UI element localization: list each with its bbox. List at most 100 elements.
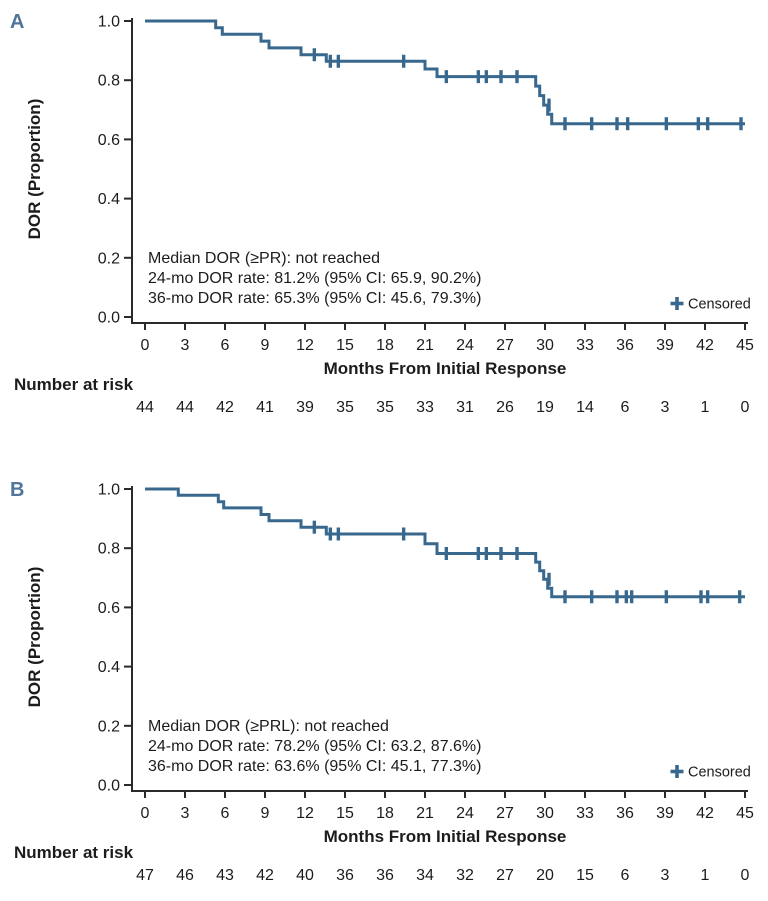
panel-b-annotation-line: Median DOR (≥PRL): not reached (148, 718, 389, 735)
panel-b-annotation-line: 36-mo DOR rate: 63.6% (95% CI: 45.1, 77.… (148, 758, 481, 775)
panel-a-censor-marks (312, 48, 743, 131)
panel-a-x-tick-label: 15 (336, 337, 354, 354)
panel-a-x-axis-title: Months From Initial Response (324, 359, 567, 378)
panel-b-risk-count: 36 (336, 867, 354, 884)
panel-a-y-tick-label: 1.0 (98, 14, 120, 31)
panel-a-risk-count: 1 (701, 399, 710, 416)
panel-b-risk-count: 0 (741, 867, 750, 884)
panel-a-risk-count: 3 (661, 399, 670, 416)
panel-b-risk-count: 47 (136, 867, 154, 884)
panel-a-x-tick-label: 36 (616, 337, 634, 354)
panel-a-x-tick-label: 24 (456, 337, 474, 354)
panel-a-risk-count: 0 (741, 399, 750, 416)
panel-a-annotation-line: Median DOR (≥PR): not reached (148, 250, 380, 267)
panel-b-x-tick-label: 39 (656, 805, 674, 822)
panel-b-x-tick-label: 18 (376, 805, 394, 822)
panel-a-risk-count: 26 (496, 399, 514, 416)
panel-a-risk-count: 44 (136, 399, 154, 416)
panel-a-risk-count: 6 (621, 399, 630, 416)
panel-a-axis-frame (131, 18, 748, 324)
panel-a-risk-count: 35 (336, 399, 354, 416)
panel-b-y-tick-label: 0.8 (98, 541, 120, 558)
panel-a-x-tick-label: 18 (376, 337, 394, 354)
panel-b-axis-frame (131, 486, 748, 792)
panel-b-y-tick-label: 0.6 (98, 600, 120, 617)
panel-a-x-tick-label: 33 (576, 337, 594, 354)
panel-b-y-tick-label: 1.0 (98, 482, 120, 499)
panel-b-x-tick-label: 36 (616, 805, 634, 822)
panel-a-x-tick-label: 6 (221, 337, 230, 354)
panel-b-x-tick-label: 15 (336, 805, 354, 822)
panel-b-x-axis-title: Months From Initial Response (324, 827, 567, 846)
panel-a-legend-label: Censored (688, 297, 751, 313)
panel-a-risk-count: 41 (256, 399, 274, 416)
panel-b-y-tick-label: 0.0 (98, 778, 120, 795)
panel-b-risk-count: 32 (456, 867, 474, 884)
panel-a-x-tick-label: 27 (496, 337, 514, 354)
panel-b-legend-label: Censored (688, 765, 751, 781)
panel-b-risk-count: 15 (576, 867, 594, 884)
panel-a-y-tick-label: 0.4 (98, 191, 120, 208)
panel-a-risk-count: 44 (176, 399, 194, 416)
panel-a-y-tick-label: 0.2 (98, 250, 120, 267)
panel-a-risk-count: 42 (216, 399, 234, 416)
panel-b-risk-count: 46 (176, 867, 194, 884)
panel-a-x-tick-label: 21 (416, 337, 434, 354)
panel-b-risk-count: 3 (661, 867, 670, 884)
panel-b-risk-count: 1 (701, 867, 710, 884)
panel-a-x-tick-label: 42 (696, 337, 714, 354)
panel-a-x-tick-label: 3 (181, 337, 190, 354)
panel-a-x-tick-label: 39 (656, 337, 674, 354)
panel-b-y-tick-label: 0.2 (98, 718, 120, 735)
panel-a-x-tick-label: 9 (261, 337, 270, 354)
panel-b-x-tick-label: 9 (261, 805, 270, 822)
panel-a-annotation-line: 24-mo DOR rate: 81.2% (95% CI: 65.9, 90.… (148, 270, 481, 287)
panel-b-x-tick-label: 30 (536, 805, 554, 822)
panel-b-y-tick-label: 0.4 (98, 659, 120, 676)
panel-b-x-tick-label: 45 (736, 805, 754, 822)
panel-a-risk-count: 19 (536, 399, 554, 416)
panel-b-risk-count: 43 (216, 867, 234, 884)
panel-b-x-tick-label: 42 (696, 805, 714, 822)
panel-b-x-tick-label: 24 (456, 805, 474, 822)
panel-a-risk-count: 14 (576, 399, 594, 416)
panel-b-y-axis-title: DOR (Proportion) (25, 567, 44, 708)
panel-b-risk-count: 27 (496, 867, 514, 884)
panel-a-y-tick-label: 0.6 (98, 132, 120, 149)
panel-a: A DOR (Proportion) 1.0 0.8 0.6 0.4 0.2 0.0 0 44 3 4… (10, 11, 754, 416)
panel-b-risk-count: 20 (536, 867, 554, 884)
panel-b-censor-marks (312, 520, 742, 604)
panel-a-y-tick-label: 0.0 (98, 310, 120, 327)
panel-b-risk-count: 36 (376, 867, 394, 884)
panel-b-x-tick-label: 12 (296, 805, 314, 822)
panel-a-km-curve (145, 19, 745, 126)
panel-a-number-at-risk-heading: Number at risk (14, 375, 134, 394)
panel-b-x-tick-label: 0 (141, 805, 150, 822)
panel-b-x-tick-label: 21 (416, 805, 434, 822)
panel-a-x-tick-label: 45 (736, 337, 754, 354)
panel-a-label: A (10, 11, 24, 33)
panel-a-y-axis-title: DOR (Proportion) (25, 99, 44, 240)
panel-a-x-tick-label: 0 (141, 337, 150, 354)
panel-a-x-tick-label: 12 (296, 337, 314, 354)
panel-b-risk-count: 34 (416, 867, 434, 884)
panel-b-annotation-line: 24-mo DOR rate: 78.2% (95% CI: 63.2, 87.… (148, 738, 481, 755)
panel-b-number-at-risk-heading: Number at risk (14, 843, 134, 862)
panel-a-y-tick-label: 0.8 (98, 73, 120, 90)
panel-b-risk-count: 40 (296, 867, 314, 884)
panel-a-risk-count: 33 (416, 399, 434, 416)
panel-a-x-tick-label: 30 (536, 337, 554, 354)
panel-a-risk-count: 39 (296, 399, 314, 416)
panel-b-x-tick-label: 33 (576, 805, 594, 822)
panel-b-label: B (10, 479, 24, 501)
panel-b-km-curve (145, 487, 745, 599)
panel-b-x-tick-label: 3 (181, 805, 190, 822)
panel-b-risk-count: 42 (256, 867, 274, 884)
panel-b-x-tick-label: 27 (496, 805, 514, 822)
panel-b-risk-count: 6 (621, 867, 630, 884)
panel-a-risk-count: 31 (456, 399, 474, 416)
panel-b-x-tick-label: 6 (221, 805, 230, 822)
